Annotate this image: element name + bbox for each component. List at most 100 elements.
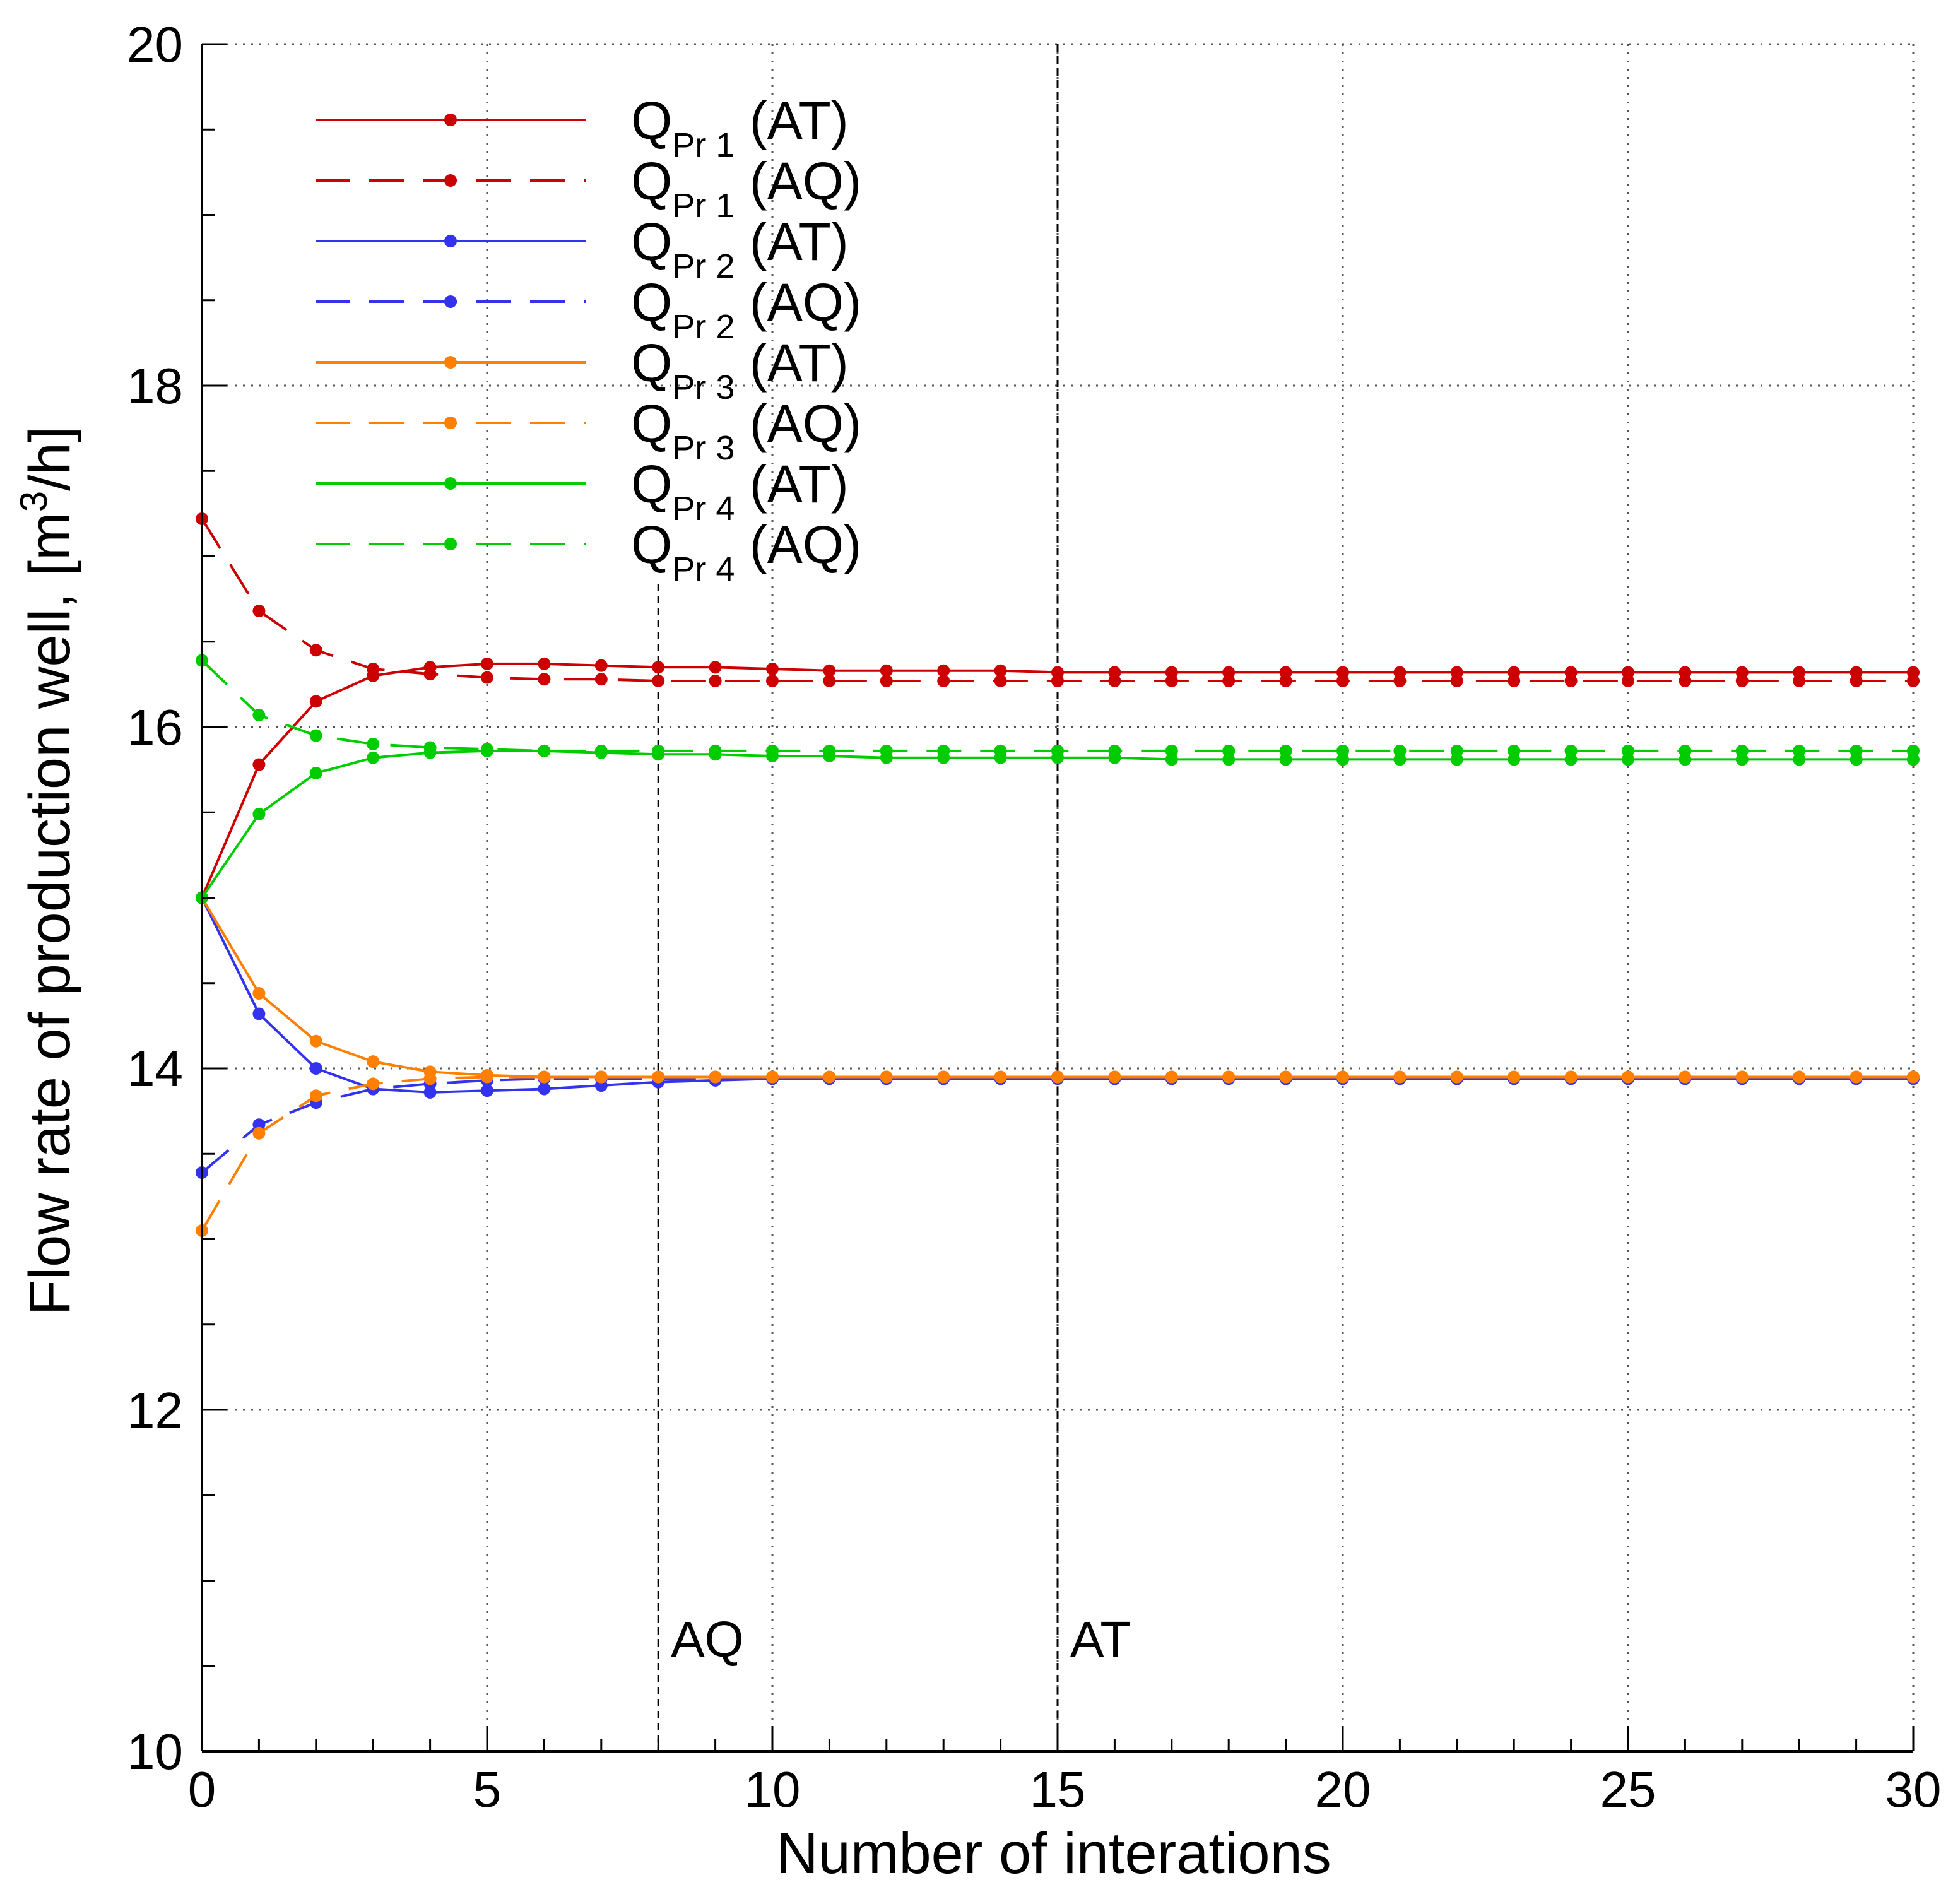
data-point <box>1564 1070 1578 1084</box>
data-point <box>309 729 322 742</box>
data-point <box>1907 744 1920 757</box>
x-tick-label: 20 <box>1315 1761 1371 1818</box>
data-point <box>823 664 836 677</box>
legend-label-method: (AT) <box>735 333 848 393</box>
data-point <box>1735 674 1749 687</box>
data-point <box>1508 744 1521 757</box>
legend-label-method: (AQ) <box>735 394 861 453</box>
legend-marker <box>444 295 457 308</box>
legend-entry: QPr 1 (AT) <box>316 91 849 164</box>
legend-label-symbol: Q <box>631 394 672 453</box>
x-axis-label: Number of interations <box>776 1821 1331 1886</box>
legend-marker <box>444 356 457 369</box>
data-point <box>1165 674 1178 687</box>
annotation-label: AQ <box>671 1611 744 1667</box>
series-group <box>196 654 1920 757</box>
data-point <box>1735 744 1749 757</box>
legend-label-subscript: Pr 3 <box>672 369 735 406</box>
y-axis-label-end: /h] <box>18 427 82 491</box>
data-point <box>1450 744 1463 757</box>
legend-label-method: (AQ) <box>735 515 861 574</box>
data-point <box>994 1070 1007 1084</box>
data-point <box>1108 744 1121 757</box>
legend-label: QPr 1 (AQ) <box>631 151 861 225</box>
data-point <box>766 674 779 687</box>
data-point <box>880 1070 893 1084</box>
data-point <box>1222 674 1236 687</box>
legend-label: QPr 4 (AQ) <box>631 515 861 588</box>
data-point <box>1508 674 1521 687</box>
data-point <box>1850 674 1863 687</box>
data-point <box>937 664 950 677</box>
data-point <box>594 1070 608 1084</box>
legend-marker <box>444 417 457 429</box>
data-point <box>1735 1070 1749 1084</box>
y-tick-label: 10 <box>127 1724 183 1780</box>
data-point <box>367 751 380 764</box>
data-point <box>1907 674 1920 687</box>
legend-label-method: (AQ) <box>735 151 861 211</box>
data-point <box>309 1062 322 1075</box>
data-point <box>1508 1070 1521 1084</box>
legend-entry: QPr 1 (AQ) <box>316 151 861 225</box>
data-point <box>367 738 380 751</box>
data-point <box>423 668 437 681</box>
data-point <box>709 674 722 687</box>
data-point <box>538 657 551 670</box>
data-point <box>252 758 266 771</box>
data-point <box>481 1084 493 1097</box>
data-point <box>1051 674 1064 687</box>
data-point <box>823 674 836 687</box>
legend-label: QPr 1 (AT) <box>631 91 849 164</box>
data-point <box>252 1007 266 1020</box>
y-axis-label-sup: 3 <box>13 491 55 512</box>
data-point <box>538 1070 551 1084</box>
data-point <box>937 744 950 757</box>
data-point <box>252 986 266 1000</box>
data-point <box>252 605 266 618</box>
legend-label-subscript: Pr 3 <box>672 429 735 467</box>
data-point <box>367 1055 380 1068</box>
legend-label-subscript: Pr 4 <box>672 490 735 528</box>
data-point <box>880 674 893 687</box>
data-point <box>1793 744 1806 757</box>
legend-label-symbol: Q <box>631 212 672 271</box>
data-point <box>1622 674 1634 687</box>
legend-label-subscript: Pr 2 <box>672 308 735 346</box>
data-point <box>1450 674 1463 687</box>
data-point <box>1279 674 1292 687</box>
data-point <box>481 657 493 670</box>
legend-marker <box>444 174 457 187</box>
data-point <box>1850 1070 1863 1084</box>
data-point <box>652 744 665 757</box>
data-point <box>423 1072 437 1085</box>
data-point <box>1222 744 1236 757</box>
data-point <box>1393 674 1407 687</box>
legend-entry: QPr 4 (AQ) <box>316 515 861 588</box>
data-point <box>1051 1070 1064 1084</box>
data-point <box>423 741 437 754</box>
data-point <box>823 1070 836 1084</box>
legend-marker <box>444 477 457 490</box>
data-point <box>652 661 665 674</box>
legend-label: QPr 4 (AT) <box>631 454 849 528</box>
data-point <box>766 744 779 757</box>
data-point <box>1679 674 1692 687</box>
data-point <box>538 1082 551 1096</box>
y-tick-label: 16 <box>127 699 183 755</box>
legend: QPr 1 (AT)QPr 1 (AQ)QPr 2 (AT)QPr 2 (AQ)… <box>316 91 861 588</box>
legend-entry: QPr 3 (AT) <box>316 333 849 406</box>
legend-entry: QPr 3 (AQ) <box>316 394 861 467</box>
data-point <box>367 663 380 676</box>
legend-label-subscript: Pr 1 <box>672 187 735 225</box>
data-point <box>1222 1070 1236 1084</box>
data-point <box>309 767 322 780</box>
data-point <box>1564 744 1578 757</box>
data-point <box>994 674 1007 687</box>
data-point <box>594 673 608 686</box>
series-group <box>196 512 1920 687</box>
legend-label: QPr 3 (AQ) <box>631 394 861 467</box>
data-point <box>1564 674 1578 687</box>
